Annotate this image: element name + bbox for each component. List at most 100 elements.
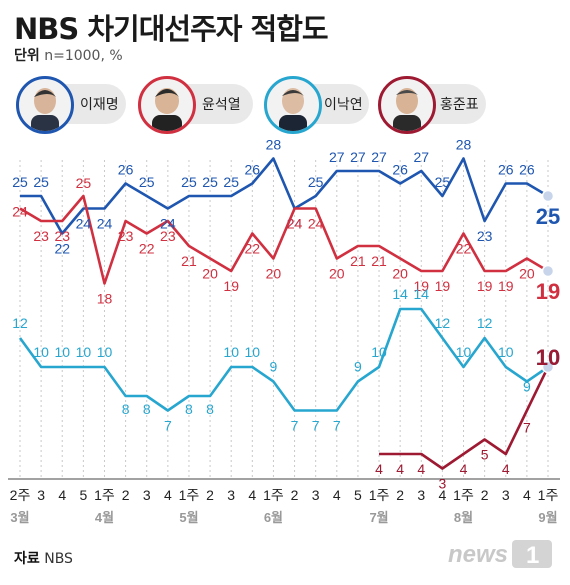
x-tick-label: 3 — [143, 487, 151, 503]
data-label: 23 — [33, 228, 49, 244]
page-title: NBS 차기대선주자 적합도 — [14, 12, 329, 46]
data-label: 20 — [202, 266, 218, 282]
data-label: 10 — [223, 344, 239, 360]
x-tick-label: 1주 — [369, 487, 390, 503]
data-label: 24 — [97, 216, 113, 232]
data-label: 5 — [481, 447, 489, 463]
x-tick-label: 2 — [481, 487, 489, 503]
data-label: 7 — [312, 418, 320, 434]
data-label: 10 — [54, 344, 70, 360]
x-tick-label: 1주 — [263, 487, 284, 503]
unit-label: 단위 — [14, 48, 40, 64]
data-label: 28 — [266, 137, 282, 153]
data-label: 3 — [439, 476, 447, 492]
data-label: 19 — [413, 278, 429, 294]
x-tick-label: 3 — [502, 487, 510, 503]
data-label: 24 — [287, 216, 303, 232]
month-label: 4월 — [95, 510, 114, 525]
data-label: 9 — [270, 359, 278, 375]
data-label: 27 — [371, 149, 387, 165]
data-label: 10 — [76, 344, 92, 360]
end-point-marker — [541, 189, 555, 203]
month-label: 3월 — [10, 510, 29, 525]
data-label: 24 — [76, 216, 92, 232]
data-label: 7 — [333, 418, 341, 434]
data-label: 21 — [350, 253, 366, 269]
data-label: 12 — [477, 315, 493, 331]
data-label: 23 — [477, 228, 493, 244]
data-label: 21 — [181, 253, 197, 269]
data-label: 22 — [54, 241, 70, 257]
data-label: 4 — [460, 461, 468, 477]
month-label: 5월 — [179, 510, 198, 525]
series-line — [20, 157, 549, 235]
end-value-label: 10 — [536, 345, 560, 370]
x-tick-label: 3 — [227, 487, 235, 503]
news1-logo: news 1 — [448, 540, 552, 569]
data-label: 25 — [139, 174, 155, 190]
month-label: 6월 — [264, 510, 283, 525]
data-label: 23 — [118, 228, 134, 244]
data-label: 20 — [266, 266, 282, 282]
data-label: 24 — [308, 216, 324, 232]
data-label: 14 — [413, 286, 429, 302]
series-line — [19, 194, 549, 285]
data-label: 4 — [417, 461, 425, 477]
data-label: 9 — [354, 359, 362, 375]
data-label: 8 — [143, 401, 151, 417]
x-tick-label: 3 — [312, 487, 320, 503]
data-label: 22 — [139, 241, 155, 257]
avatar-yoon-seokyeol — [138, 76, 196, 134]
x-tick-label: 2 — [396, 487, 404, 503]
source-note: 자료 NBS — [14, 548, 73, 568]
x-tick-label: 1주 — [94, 487, 115, 503]
data-label: 19 — [223, 278, 239, 294]
end-point-marker — [541, 264, 555, 278]
legend-name: 이재명 — [80, 97, 119, 113]
data-label: 21 — [371, 253, 387, 269]
x-tick-label: 2주 — [10, 487, 31, 503]
data-label: 19 — [477, 278, 493, 294]
unit-note: 단위 n=1000, % — [14, 45, 123, 65]
x-tick-label: 4 — [248, 487, 256, 503]
x-tick-label: 4 — [523, 487, 531, 503]
x-tick-label: 5 — [354, 487, 362, 503]
source-value: NBS — [44, 551, 73, 567]
legend-item-lee-jaemyung: 이재명 — [16, 76, 126, 134]
data-label: 20 — [329, 266, 345, 282]
data-label: 10 — [371, 344, 387, 360]
data-label: 22 — [456, 241, 472, 257]
source-label: 자료 — [14, 551, 40, 567]
end-value-label: 25 — [536, 204, 560, 229]
data-label: 7 — [523, 420, 531, 436]
data-label: 8 — [206, 401, 214, 417]
legend-name: 윤석열 — [202, 97, 241, 113]
x-tick-label: 1주 — [453, 487, 474, 503]
x-tick-label: 4 — [439, 487, 447, 503]
month-label: 9월 — [538, 510, 557, 525]
x-tick-label: 2 — [206, 487, 214, 503]
data-label: 10 — [498, 344, 514, 360]
data-label: 26 — [118, 162, 134, 178]
x-tick-label: 4 — [58, 487, 66, 503]
x-tick-label: 4 — [333, 487, 341, 503]
data-label: 8 — [122, 401, 130, 417]
data-label: 10 — [33, 344, 49, 360]
data-label: 26 — [498, 162, 514, 178]
data-label: 18 — [97, 291, 113, 307]
x-tick-label: 3 — [417, 487, 425, 503]
data-label: 27 — [329, 149, 345, 165]
data-label: 24 — [160, 216, 176, 232]
series-line — [379, 366, 550, 470]
data-label: 28 — [456, 137, 472, 153]
data-label: 25 — [223, 174, 239, 190]
data-label: 25 — [202, 174, 218, 190]
data-label: 22 — [245, 241, 261, 257]
x-tick-label: 5 — [79, 487, 87, 503]
data-label: 23 — [54, 228, 70, 244]
data-label: 23 — [160, 228, 176, 244]
data-label: 20 — [519, 266, 535, 282]
avatar-hong-junpyo — [378, 76, 436, 134]
data-label: 27 — [350, 149, 366, 165]
